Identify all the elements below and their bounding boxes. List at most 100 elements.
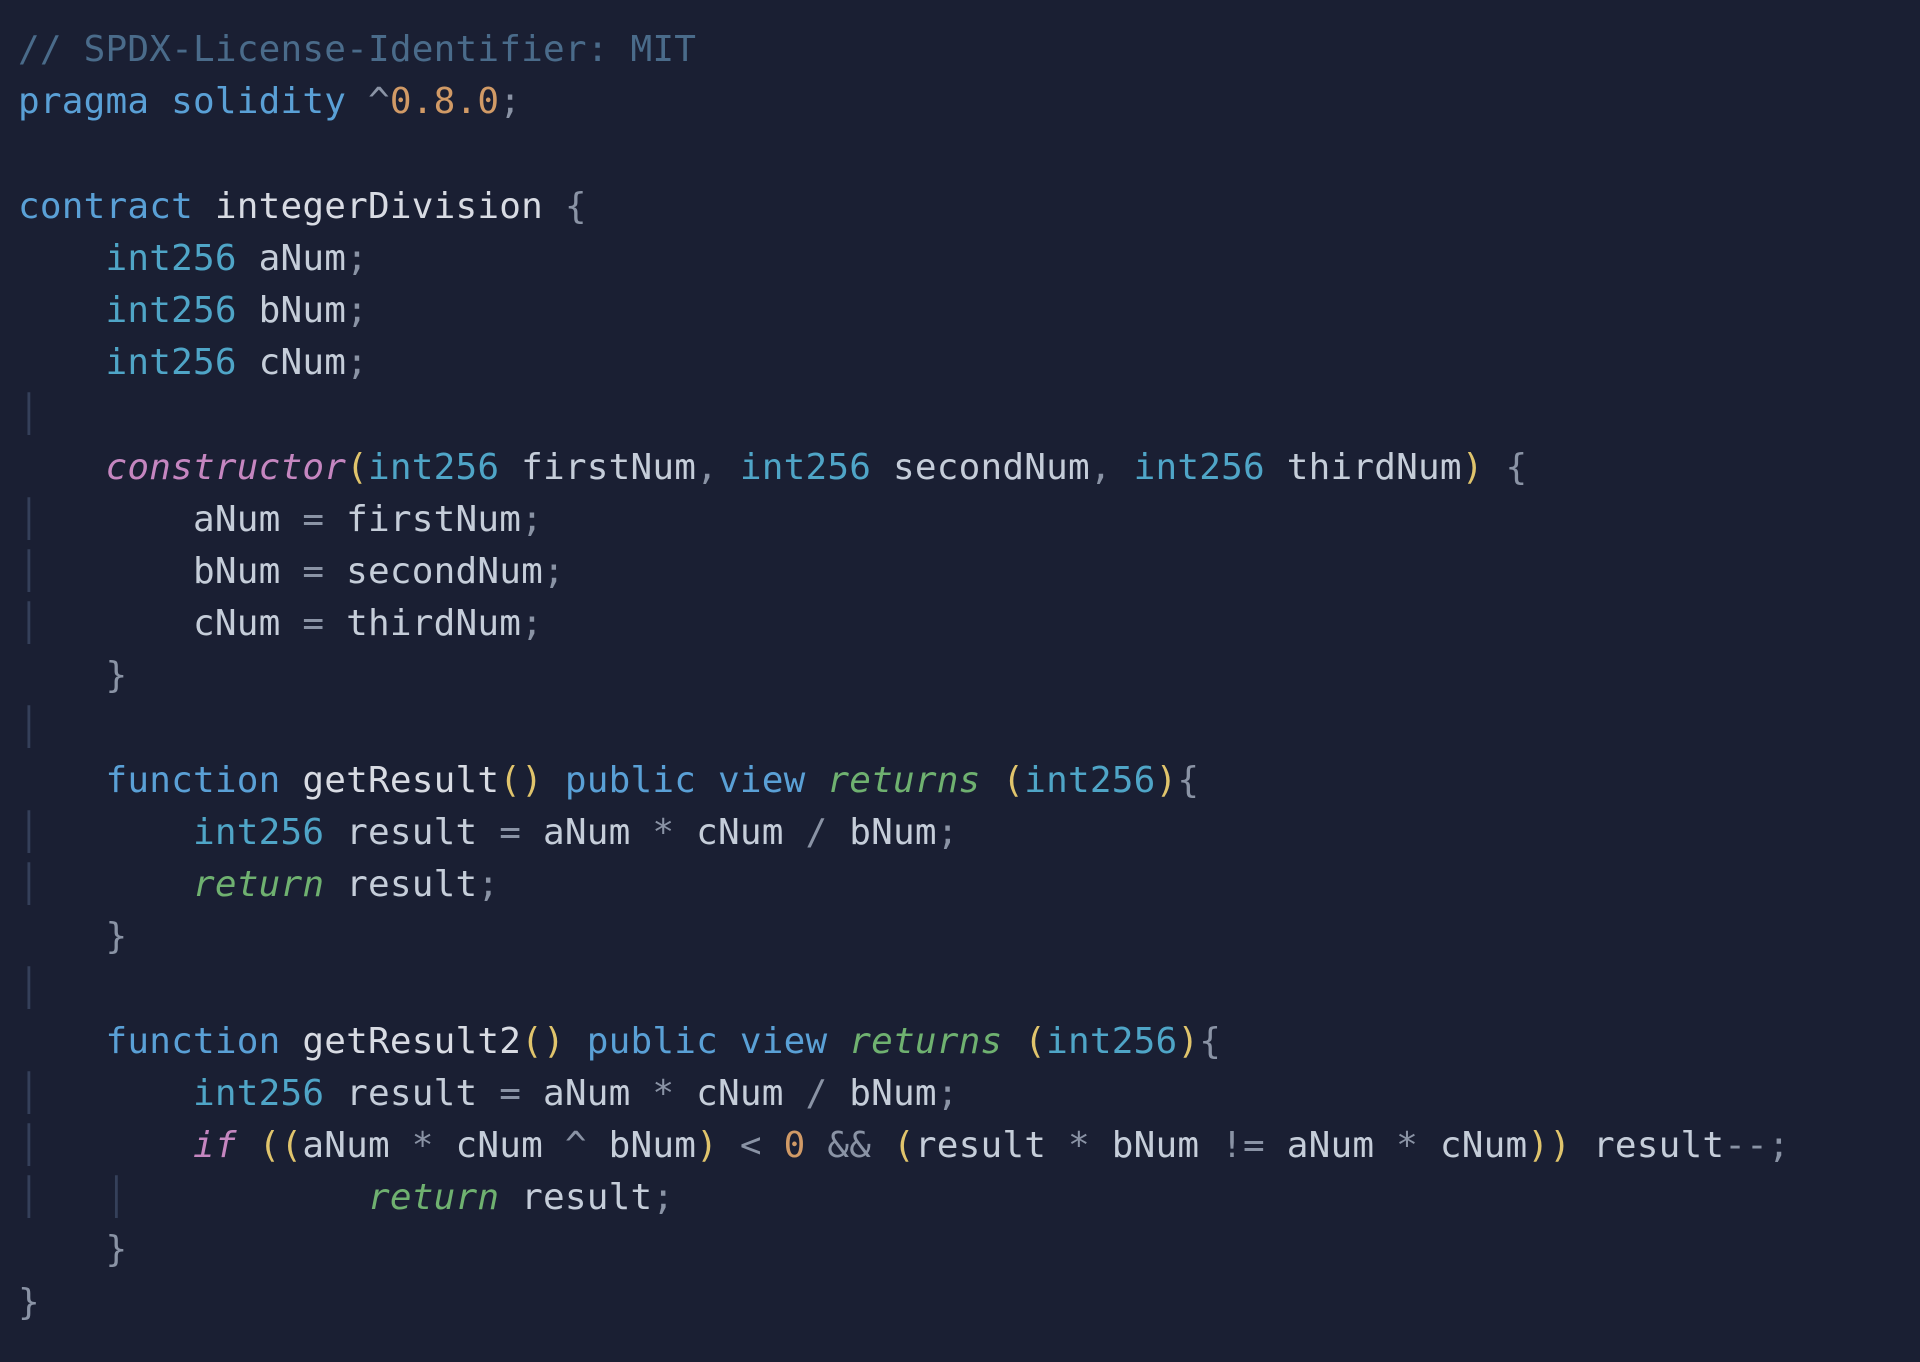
code-token: {	[1506, 447, 1528, 488]
code-token: =	[302, 499, 324, 540]
code-line[interactable]: int256 aNum;	[18, 238, 368, 279]
code-token: getResult	[302, 760, 499, 801]
code-token	[1090, 1125, 1112, 1166]
code-token: int256	[1046, 1021, 1177, 1062]
code-token: ,	[1090, 447, 1112, 488]
code-token: =	[499, 1073, 521, 1114]
code-token: firstNum	[346, 499, 521, 540]
code-token: public	[565, 760, 696, 801]
code-token: ;	[937, 812, 959, 853]
code-token: {	[1199, 1021, 1221, 1062]
code-token: secondNum	[893, 447, 1090, 488]
code-token	[281, 551, 303, 592]
code-token	[1484, 447, 1506, 488]
code-token: int256	[1134, 447, 1265, 488]
code-line[interactable]: │ cNum = thirdNum;	[18, 603, 543, 644]
code-line[interactable]: │ int256 result = aNum * cNum / bNum;	[18, 812, 959, 853]
code-line[interactable]: }	[18, 1282, 40, 1323]
code-token: !=	[1221, 1125, 1265, 1166]
code-token: ;	[499, 81, 521, 122]
code-token: (	[1024, 1021, 1046, 1062]
code-token: int256	[106, 290, 237, 331]
code-line[interactable]: constructor(int256 firstNum, int256 seco…	[18, 447, 1527, 488]
code-line[interactable]: │ │ return result;	[18, 1177, 674, 1218]
code-line[interactable]: │ if ((aNum * cNum ^ bNum) < 0 && (resul…	[18, 1125, 1790, 1166]
code-token: )	[1177, 1021, 1199, 1062]
code-line[interactable]: │	[18, 968, 106, 1009]
code-token	[281, 499, 303, 540]
code-token	[1046, 1125, 1068, 1166]
code-token: bNum	[1112, 1125, 1200, 1166]
code-token: result	[346, 812, 477, 853]
code-token: aNum	[543, 1073, 631, 1114]
code-token: public	[587, 1021, 718, 1062]
code-token: function	[106, 760, 281, 801]
code-token	[718, 447, 740, 488]
code-token	[784, 1073, 806, 1114]
code-token: view	[718, 760, 806, 801]
code-token: =	[302, 603, 324, 644]
code-token: cNum	[193, 603, 281, 644]
code-token: result	[346, 1073, 477, 1114]
code-editor[interactable]: // SPDX-License-Identifier: MIT pragma s…	[0, 0, 1920, 1353]
code-line[interactable]: int256 bNum;	[18, 290, 368, 331]
code-token: *	[1068, 1125, 1090, 1166]
code-token	[871, 447, 893, 488]
code-token: constructor	[106, 447, 347, 488]
code-token: 0.8.0	[390, 81, 499, 122]
code-line[interactable]: contract integerDivision {	[18, 186, 587, 227]
code-line[interactable]: │	[18, 707, 106, 748]
code-token	[827, 812, 849, 853]
code-token: }	[106, 1229, 128, 1270]
code-token: *	[412, 1125, 434, 1166]
code-token: )	[1462, 447, 1484, 488]
code-token: ;	[477, 864, 499, 905]
code-line[interactable]: }	[18, 916, 127, 957]
code-token	[1112, 447, 1134, 488]
code-token: function	[106, 1021, 281, 1062]
code-line[interactable]: // SPDX-License-Identifier: MIT	[18, 29, 696, 70]
code-token	[718, 1125, 740, 1166]
code-token	[324, 551, 346, 592]
code-line[interactable]: function getResult2 () public view return…	[18, 1021, 1221, 1062]
code-token: returns	[849, 1021, 1002, 1062]
code-token	[281, 1021, 303, 1062]
code-token	[237, 238, 259, 279]
code-token: (	[893, 1125, 915, 1166]
code-token	[981, 760, 1003, 801]
code-token: {	[565, 186, 587, 227]
code-line[interactable]: │ int256 result = aNum * cNum / bNum;	[18, 1073, 959, 1114]
code-token: ;	[346, 238, 368, 279]
code-line[interactable]: │ bNum = secondNum;	[18, 551, 565, 592]
code-token	[827, 1021, 849, 1062]
code-token	[696, 760, 718, 801]
code-line[interactable]: │	[18, 394, 106, 435]
code-token: contract	[18, 186, 193, 227]
code-token: getResult2	[302, 1021, 521, 1062]
code-token	[784, 812, 806, 853]
code-line[interactable]: │ return result;	[18, 864, 499, 905]
code-token	[806, 1125, 828, 1166]
code-token	[674, 812, 696, 853]
code-token: secondNum	[346, 551, 543, 592]
code-token: firstNum	[521, 447, 696, 488]
code-token: return	[193, 864, 324, 905]
code-token: *	[1396, 1125, 1418, 1166]
code-token: view	[740, 1021, 828, 1062]
code-token: thirdNum	[1287, 447, 1462, 488]
code-line[interactable]: function getResult() public view returns…	[18, 760, 1199, 801]
code-token: cNum	[696, 1073, 784, 1114]
code-token: bNum	[849, 1073, 937, 1114]
code-line[interactable]: int256 cNum;	[18, 342, 368, 383]
code-token: ;	[521, 499, 543, 540]
code-token: }	[18, 1282, 40, 1323]
code-line[interactable]: }	[18, 1229, 127, 1270]
code-token: {	[1177, 760, 1199, 801]
code-token: /	[806, 812, 828, 853]
code-token	[871, 1125, 893, 1166]
code-token: int256	[193, 812, 324, 853]
code-line[interactable]: pragma solidity ^0.8.0;	[18, 81, 521, 122]
code-line[interactable]: }	[18, 655, 127, 696]
code-line[interactable]: │ aNum = firstNum;	[18, 499, 543, 540]
code-token: aNum	[302, 1125, 390, 1166]
